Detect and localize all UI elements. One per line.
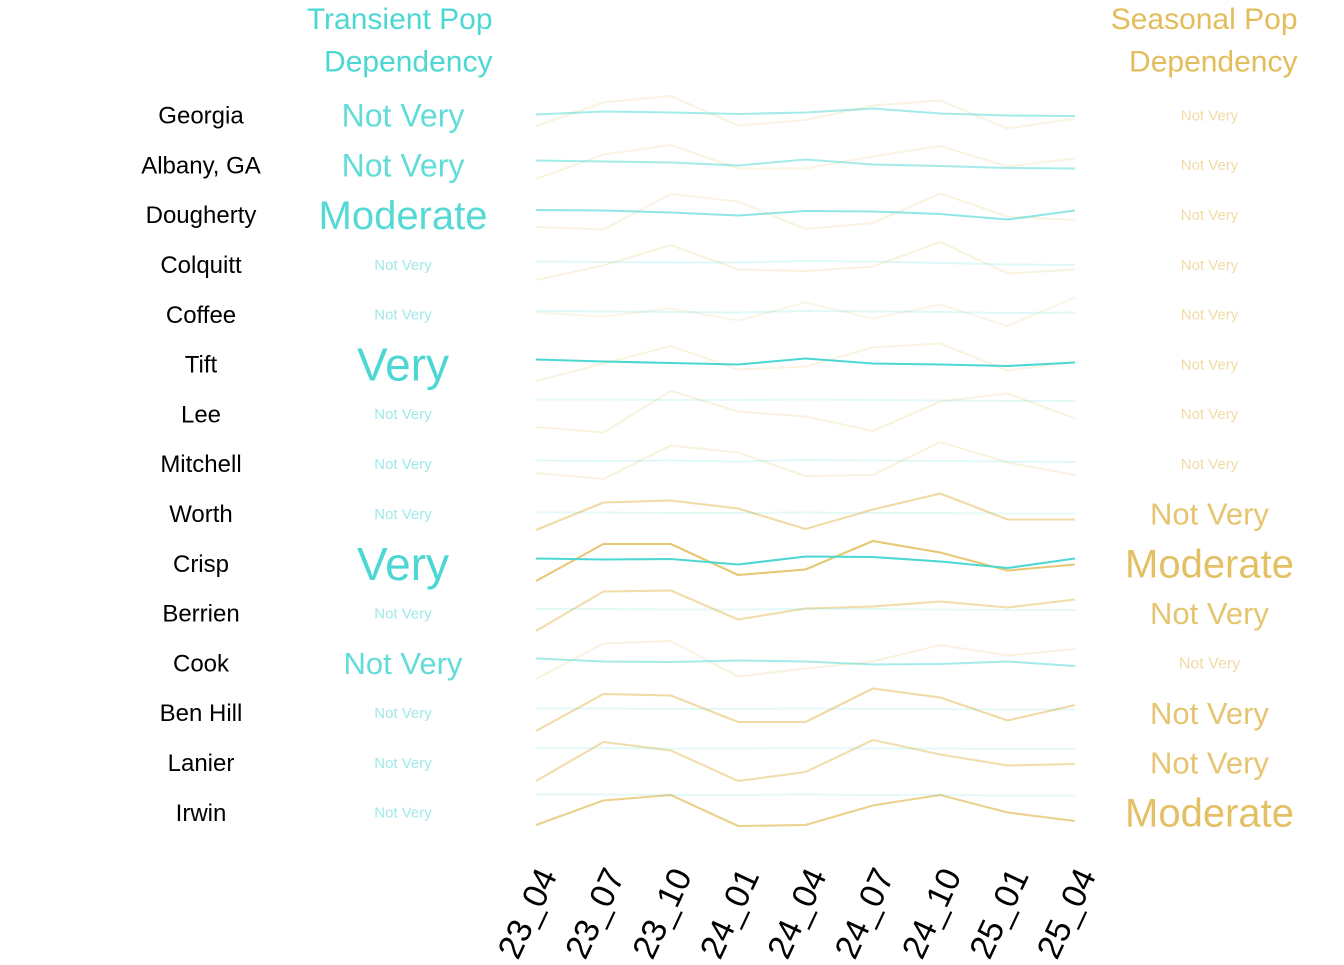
svg-text:Not Very: Not Very (1181, 207, 1239, 224)
svg-text:Tift: Tift (185, 352, 218, 379)
svg-text:Mitchell: Mitchell (160, 451, 241, 478)
svg-text:Not Very: Not Very (1150, 596, 1269, 631)
svg-text:Albany, GA: Albany, GA (141, 152, 261, 179)
svg-text:Moderate: Moderate (319, 194, 488, 238)
svg-text:Not Very: Not Very (1181, 157, 1239, 174)
svg-text:Not Very: Not Very (374, 456, 432, 473)
svg-text:Not Very: Not Very (374, 307, 432, 324)
svg-text:Not Very: Not Very (1150, 746, 1269, 781)
svg-text:Seasonal Pop: Seasonal Pop (1111, 3, 1298, 36)
svg-text:Berrien: Berrien (162, 601, 239, 628)
svg-text:Not Very: Not Very (344, 646, 463, 681)
svg-text:Not Very: Not Very (1181, 307, 1239, 324)
svg-text:Lanier: Lanier (168, 750, 235, 777)
svg-text:Not Very: Not Very (1150, 696, 1269, 731)
svg-text:Lee: Lee (181, 401, 221, 428)
svg-text:Not Very: Not Very (374, 257, 432, 274)
svg-text:Dependency: Dependency (1129, 46, 1297, 79)
svg-text:Not Very: Not Very (1181, 356, 1239, 373)
svg-text:Transient Pop: Transient Pop (307, 3, 493, 36)
svg-text:Not Very: Not Very (374, 605, 432, 622)
svg-text:Not Very: Not Very (1181, 406, 1239, 423)
svg-text:Crisp: Crisp (173, 551, 229, 578)
svg-text:Cook: Cook (173, 650, 230, 677)
svg-text:Not Very: Not Very (374, 805, 432, 822)
svg-text:Very: Very (357, 339, 449, 391)
svg-text:Not Very: Not Very (1181, 107, 1239, 124)
svg-text:Worth: Worth (169, 501, 233, 528)
svg-text:Moderate: Moderate (1125, 543, 1294, 587)
svg-text:Dougherty: Dougherty (146, 202, 257, 229)
svg-text:Not Very: Not Very (374, 705, 432, 722)
svg-text:Not Very: Not Very (1181, 257, 1239, 274)
svg-text:Moderate: Moderate (1125, 792, 1294, 836)
svg-text:Not Very: Not Very (374, 406, 432, 423)
svg-text:Not Very: Not Very (1179, 656, 1240, 673)
svg-text:Very: Very (357, 538, 449, 590)
svg-text:Not Very: Not Very (374, 755, 432, 772)
svg-text:Dependency: Dependency (324, 46, 492, 79)
svg-text:Not Very: Not Very (1181, 456, 1239, 473)
svg-text:Not Very: Not Very (1150, 497, 1269, 532)
svg-text:Colquitt: Colquitt (160, 252, 242, 279)
svg-text:Not Very: Not Very (374, 506, 432, 523)
svg-text:Irwin: Irwin (176, 800, 227, 827)
svg-text:Georgia: Georgia (158, 103, 244, 130)
svg-text:Not Very: Not Very (342, 147, 465, 183)
svg-text:Ben Hill: Ben Hill (160, 700, 243, 727)
svg-text:Not Very: Not Very (342, 98, 465, 134)
svg-text:Coffee: Coffee (166, 302, 236, 329)
